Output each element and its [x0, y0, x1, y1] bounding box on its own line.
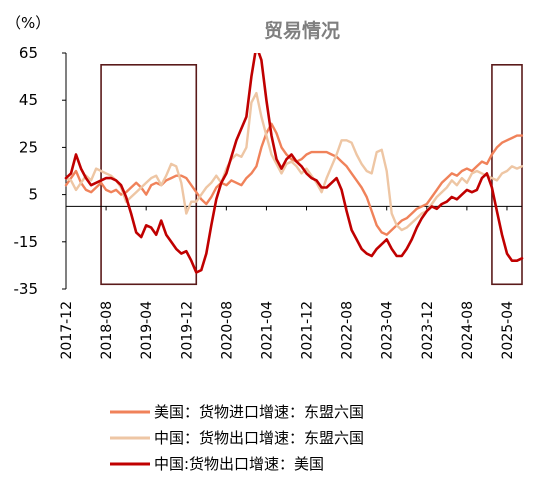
x-tick-label: 2023-12	[420, 301, 436, 360]
axes: -35 -15 5 25 45 65 2017-12 2018-08 2019-04 2019-1…	[14, 44, 522, 360]
series-line-2	[64, 91, 524, 232]
y-tick-label: 45	[19, 91, 38, 109]
x-tick-label: 2019-04	[139, 301, 155, 360]
x-tick-label: 2017-12	[59, 301, 75, 360]
highlight-boxes	[100, 64, 523, 286]
legend-label-1: 美国：货物进口增速：东盟六国	[154, 403, 364, 421]
x-tick-label: 2024-08	[460, 301, 476, 360]
y-tick-label: 5	[28, 186, 38, 204]
x-tick-label: 2020-08	[219, 301, 235, 360]
chart-title: 贸易情况	[264, 19, 340, 42]
legend-label-2: 中国：货物出口增速：东盟六国	[154, 429, 364, 447]
y-tick-label: -15	[14, 233, 39, 251]
x-tick-label: 2022-08	[340, 301, 356, 360]
highlight-box-2	[491, 64, 523, 286]
x-tick-label: 2021-12	[300, 301, 316, 360]
y-tick-label: 25	[19, 138, 38, 156]
series-line-1	[64, 122, 524, 236]
x-tick-label: 2025-04	[500, 301, 516, 360]
x-tick-label: 2018-08	[99, 301, 115, 360]
x-tick-label: 2021-04	[259, 301, 275, 360]
series-lines	[64, 53, 524, 274]
series-line-3	[64, 53, 524, 274]
y-tick-label: -35	[14, 280, 39, 298]
highlight-box-1	[100, 64, 198, 286]
x-tick-label: 2019-12	[179, 301, 195, 360]
y-tick-label: 65	[19, 44, 38, 62]
x-tick-label: 2023-04	[380, 301, 396, 360]
y-unit-label: （%）	[6, 14, 50, 32]
legend-label-3: 中国:货物出口增速：美国	[154, 455, 324, 473]
